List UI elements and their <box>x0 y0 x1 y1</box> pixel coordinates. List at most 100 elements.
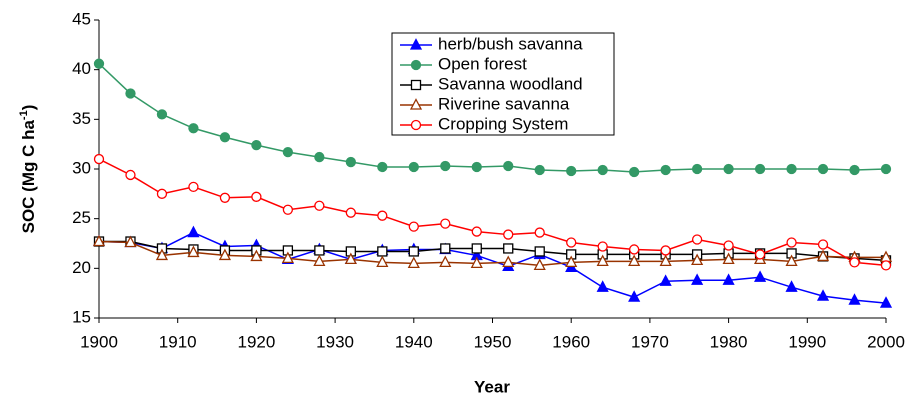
data-point <box>660 245 671 256</box>
y-tick-label: 45 <box>72 9 91 28</box>
data-point <box>345 156 356 168</box>
y-tick-label: 20 <box>72 258 91 277</box>
data-point <box>596 280 609 292</box>
data-point <box>314 151 325 163</box>
data-point <box>691 253 704 266</box>
x-tick-label: 1930 <box>316 332 354 351</box>
data-point <box>125 169 136 181</box>
x-tick-label: 1990 <box>788 332 826 351</box>
data-point <box>314 245 325 256</box>
y-axis-label-sup: -1 <box>18 110 30 120</box>
data-point <box>282 204 294 215</box>
data-point <box>785 254 798 267</box>
y-tick-label: 25 <box>72 208 91 227</box>
data-point <box>786 237 797 248</box>
data-point <box>565 255 578 268</box>
data-point <box>628 290 641 302</box>
x-tick-label: 1980 <box>710 332 748 351</box>
data-point <box>439 255 452 268</box>
x-tick-label: 1910 <box>159 332 197 351</box>
y-axis-label: SOC (Mg C ha-1) <box>18 105 39 234</box>
series-line <box>98 231 887 304</box>
data-point <box>723 240 734 251</box>
data-point <box>282 146 294 158</box>
data-point <box>596 254 609 267</box>
data-point <box>754 163 766 175</box>
data-point <box>219 132 231 143</box>
data-point <box>251 140 262 151</box>
data-point <box>125 88 136 99</box>
data-point <box>754 249 766 260</box>
legend-box <box>391 32 615 136</box>
x-tick-label: 1970 <box>631 332 669 351</box>
data-point <box>566 237 577 248</box>
data-point <box>187 225 200 238</box>
data-point <box>566 165 577 177</box>
data-point <box>156 188 168 199</box>
series-line <box>98 158 887 267</box>
data-point <box>816 249 830 262</box>
data-point <box>879 296 893 308</box>
x-tick-label: 2000 <box>867 332 905 351</box>
data-point <box>93 58 105 69</box>
data-point <box>471 243 482 254</box>
data-point <box>534 246 545 257</box>
x-tick-label: 1920 <box>237 332 275 351</box>
x-tick-label: 1960 <box>552 332 590 351</box>
data-point <box>408 161 419 173</box>
data-point <box>848 293 861 305</box>
data-point <box>344 252 357 265</box>
data-point <box>597 241 608 252</box>
data-point <box>218 248 231 261</box>
data-point <box>124 235 137 248</box>
data-point <box>251 191 262 202</box>
data-point <box>629 244 640 255</box>
data-point <box>691 163 703 175</box>
data-point <box>471 226 482 237</box>
data-point <box>281 251 294 264</box>
data-point <box>345 207 356 218</box>
legend-label: Open forest <box>438 54 527 73</box>
data-point <box>660 164 671 176</box>
data-point <box>92 234 106 247</box>
data-point <box>533 258 546 271</box>
data-point <box>376 255 389 268</box>
y-axis-label-end: ) <box>19 105 38 111</box>
data-point <box>659 254 672 267</box>
data-point <box>849 257 860 268</box>
y-tick-label: 15 <box>72 307 91 326</box>
data-point <box>503 243 514 254</box>
legend-label: Cropping System <box>438 114 568 133</box>
data-point <box>408 221 419 232</box>
data-point <box>659 274 672 286</box>
legend-marker <box>409 38 423 50</box>
y-axis-label-main: SOC (Mg C ha <box>19 120 38 234</box>
data-point <box>93 153 105 165</box>
data-point <box>786 163 797 175</box>
data-point <box>155 248 169 261</box>
data-point <box>377 246 388 257</box>
data-point <box>471 161 482 173</box>
legend-label: Savanna woodland <box>438 74 583 93</box>
data-point <box>816 289 830 301</box>
legend-label: Riverine savanna <box>438 94 570 113</box>
data-point <box>156 109 168 120</box>
data-point <box>314 200 325 211</box>
x-tick-label: 1940 <box>395 332 433 351</box>
y-tick-label: 35 <box>72 109 91 128</box>
data-point <box>817 163 829 175</box>
data-point <box>722 252 735 265</box>
data-point <box>313 254 326 267</box>
legend-marker <box>410 59 422 71</box>
data-point <box>722 273 735 285</box>
data-point <box>187 245 200 258</box>
legend-label: herb/bush savanna <box>438 34 583 53</box>
data-point <box>188 123 199 134</box>
legend-marker <box>410 79 422 91</box>
data-point <box>440 160 451 172</box>
data-point <box>188 181 199 193</box>
data-point <box>219 192 231 203</box>
data-point <box>691 234 703 245</box>
